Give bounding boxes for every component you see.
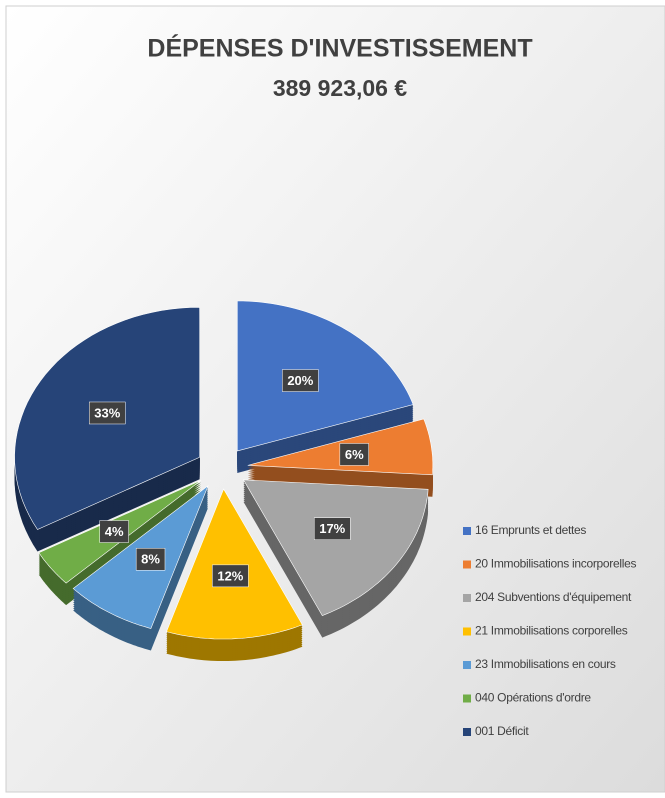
chart-subtitle: 389 923,06 € <box>273 75 408 101</box>
data-label-box <box>339 443 369 466</box>
data-label-box <box>313 517 351 541</box>
legend-swatch <box>463 627 471 636</box>
data-label-box <box>99 520 129 543</box>
chart-title: DÉPENSES D'INVESTISSEMENT <box>147 34 532 63</box>
legend-swatch <box>463 728 471 736</box>
legend-label: 21 Immobilisations corporelles <box>475 624 628 638</box>
data-label-box <box>135 548 166 571</box>
legend-swatch <box>463 527 471 535</box>
legend-label: 20 Immobilisations incorporelles <box>475 557 636 571</box>
slice <box>242 479 429 616</box>
legend-swatch <box>463 594 471 602</box>
data-label: 33% <box>94 405 120 420</box>
legend-label: 001 Déficit <box>475 724 529 738</box>
legend-swatch <box>463 661 471 669</box>
data-label: 20% <box>287 373 313 388</box>
legend-label: 23 Immobilisations en cours <box>475 657 616 671</box>
data-label: 17% <box>319 521 345 536</box>
legend-label: 16 Emprunts et dettes <box>475 523 586 537</box>
data-label-box <box>282 369 319 392</box>
data-label: 6% <box>345 447 364 462</box>
legend-label: 040 Opérations d'ordre <box>475 691 591 705</box>
legend-swatch <box>463 560 471 569</box>
data-label-box <box>212 564 249 588</box>
data-label: 12% <box>217 568 243 583</box>
data-label-box <box>88 401 126 425</box>
legend-label: 204 Subventions d'équipement <box>475 590 632 604</box>
data-label: 8% <box>141 552 160 567</box>
slice <box>166 488 303 640</box>
legend-swatch <box>463 694 471 703</box>
slice <box>236 300 414 452</box>
data-label: 4% <box>105 524 124 539</box>
